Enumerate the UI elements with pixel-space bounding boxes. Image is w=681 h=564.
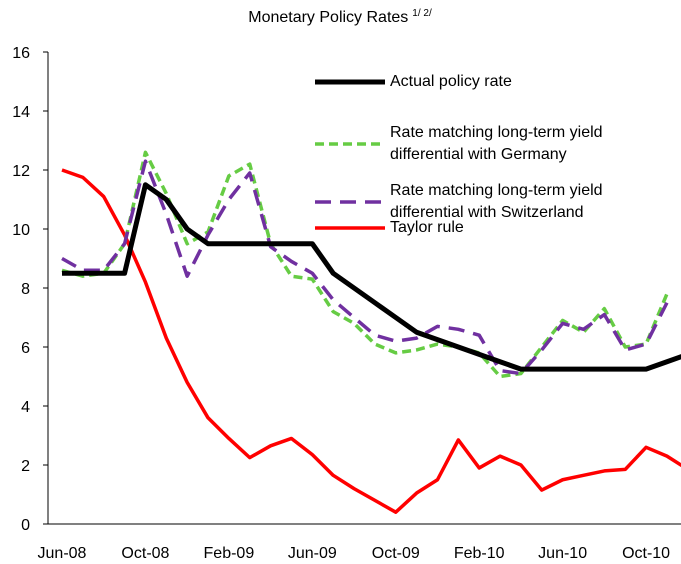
x-tick-label: Oct-10 — [622, 545, 670, 562]
plot — [61, 150, 681, 514]
y-tick-label: 16 — [12, 45, 30, 62]
y-tick-label: 14 — [12, 104, 30, 121]
y-tick-label: 6 — [21, 340, 30, 357]
y-tick-label: 8 — [21, 281, 30, 298]
legend-label: Rate matching long-term yield differenti… — [390, 124, 603, 163]
y-tick-label: 2 — [21, 458, 30, 475]
chart-title: Monetary Policy Rates 1/ 2/ — [248, 8, 432, 26]
y-tick-label: 10 — [12, 222, 30, 239]
legend-label: Actual policy rate — [390, 73, 512, 90]
y-tick-label: 0 — [21, 517, 30, 534]
x-tick-label: Feb-10 — [454, 545, 505, 562]
x-tick-label: Feb-09 — [204, 545, 255, 562]
legend-label: Rate matching long-term yield differenti… — [390, 182, 603, 221]
series-line — [61, 159, 669, 376]
title-text: Monetary Policy Rates — [248, 9, 408, 26]
x-tick-label: Jun-09 — [288, 545, 337, 562]
title-note: 1/ 2/ — [412, 8, 432, 19]
series-line — [62, 182, 681, 372]
x-tick-label: Oct-08 — [121, 545, 169, 562]
legend-label: Taylor rule — [390, 219, 464, 236]
y-tick-label: 4 — [21, 399, 30, 416]
y-tick-label: 12 — [12, 163, 30, 180]
x-tick-label: Jun-10 — [538, 545, 587, 562]
x-tick-label: Oct-09 — [372, 545, 420, 562]
series-line — [61, 150, 669, 379]
x-tick-label: Jun-08 — [38, 545, 87, 562]
series-line — [61, 168, 681, 514]
